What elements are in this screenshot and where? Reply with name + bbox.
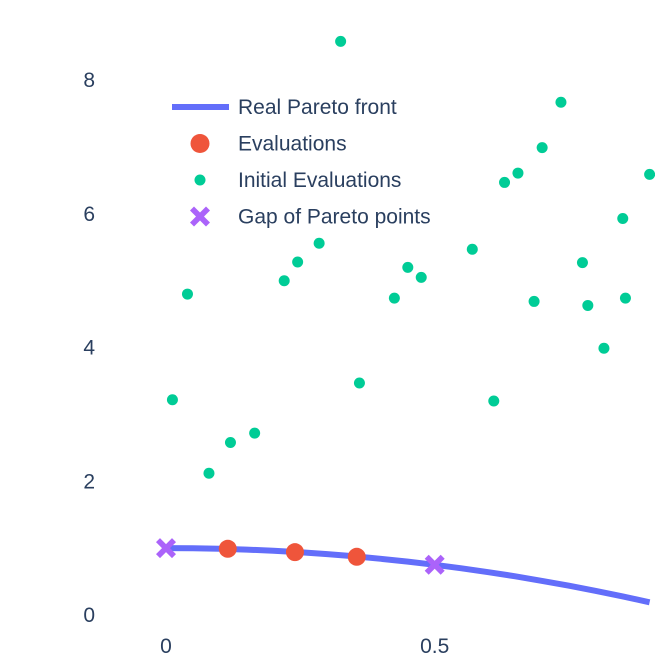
initial-evaluation-point [582,299,594,311]
initial-evaluation-point [203,467,215,479]
initial-evaluation-point [536,142,548,154]
initial-evaluation-point [292,256,304,268]
initial-evaluation-point [644,168,655,180]
initial-evaluation-point [555,96,567,108]
y-tick-label: 0 [83,604,95,627]
initial-evaluation-point [313,237,325,249]
legend-x-swatch [190,206,210,227]
y-tick-label: 4 [83,337,95,360]
legend-label: Real Pareto front [238,96,397,119]
legend-marker-swatch [194,174,206,186]
gap-point [156,538,176,559]
initial-evaluation-point [576,257,588,269]
pareto-front-line [165,545,651,606]
initial-evaluation-point [415,271,427,283]
initial-evaluation-point [335,35,347,47]
initial-evaluation-point [388,292,400,304]
initial-evaluation-point [402,261,414,273]
evaluation-point [218,539,237,558]
initial-evaluation-point [353,377,365,389]
legend-label: Evaluations [238,133,347,156]
evaluation-point [285,543,304,562]
legend-label: Gap of Pareto points [238,206,431,229]
x-axis-ticks: 0 0.5 [160,635,449,655]
initial-evaluation-point [166,394,178,406]
y-tick-label: 8 [83,69,95,92]
legend-marker-swatch [190,134,210,153]
initial-evaluation-point [466,243,478,255]
plot-area [156,35,655,606]
initial-evaluation-point [488,395,500,407]
y-tick-label: 2 [83,470,95,493]
initial-evaluation-point [528,295,540,307]
gap-point [424,554,445,575]
x-tick-label: 0.5 [420,635,449,655]
y-tick-label: 6 [83,203,95,226]
initial-evaluation-point [619,292,631,304]
initial-evaluation-point [181,288,193,300]
initial-evaluation-point [512,167,524,179]
initial-evaluation-point [224,436,236,448]
initial-evaluation-point [617,213,629,225]
initial-evaluation-point [249,427,261,439]
evaluation-point [347,547,366,566]
legend: Real Pareto front Evaluations Initial Eval… [172,96,431,229]
initial-evaluation-point [598,342,610,354]
y-axis-ticks: 0 2 4 6 8 [83,69,95,627]
x-tick-label: 0 [160,635,172,655]
initial-evaluation-point [278,275,290,287]
initial-evaluation-point [499,176,511,188]
legend-label: Initial Evaluations [238,169,401,192]
